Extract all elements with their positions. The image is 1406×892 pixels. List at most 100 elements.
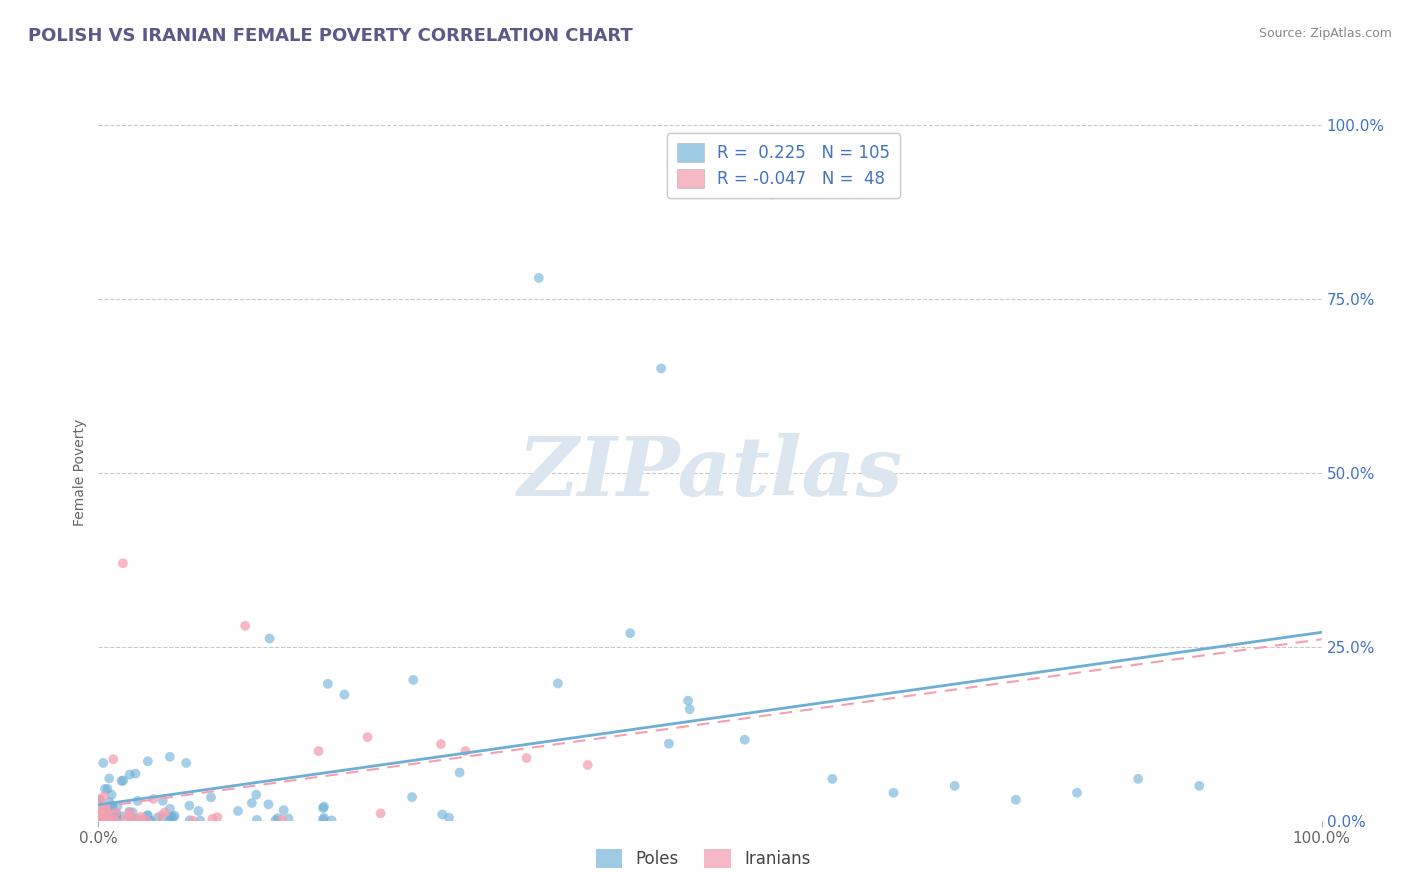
Point <box>127 812 149 826</box>
Point <box>201 812 224 826</box>
Point <box>430 737 453 751</box>
Point <box>89 807 111 822</box>
Point <box>240 796 263 810</box>
Point <box>658 737 681 751</box>
Point <box>432 807 454 822</box>
Point <box>91 808 114 822</box>
Text: Source: ZipAtlas.com: Source: ZipAtlas.com <box>1258 27 1392 40</box>
Text: ZIPatlas: ZIPatlas <box>517 433 903 513</box>
Point <box>93 807 115 822</box>
Point <box>136 808 159 822</box>
Point <box>103 813 125 827</box>
Point <box>90 806 112 821</box>
Point <box>90 793 112 807</box>
Point <box>152 811 174 825</box>
Point <box>259 632 281 646</box>
Point <box>91 814 114 828</box>
Point <box>90 802 112 816</box>
Point <box>96 814 118 828</box>
Point <box>515 751 537 765</box>
Point <box>356 730 378 744</box>
Legend: Poles, Iranians: Poles, Iranians <box>589 842 817 875</box>
Legend: R =  0.225   N = 105, R = -0.047   N =  48: R = 0.225 N = 105, R = -0.047 N = 48 <box>666 133 900 198</box>
Point <box>120 813 142 827</box>
Point <box>98 772 121 786</box>
Point <box>104 810 127 824</box>
Point <box>101 798 124 813</box>
Point <box>883 786 905 800</box>
Point <box>107 799 129 814</box>
Point <box>110 809 132 823</box>
Point <box>105 809 128 823</box>
Point <box>87 813 110 827</box>
Point <box>449 765 471 780</box>
Point <box>87 805 110 820</box>
Point <box>821 772 844 786</box>
Point <box>105 806 128 821</box>
Point <box>734 732 756 747</box>
Point <box>1066 786 1088 800</box>
Point <box>163 809 186 823</box>
Point <box>89 807 111 822</box>
Point <box>146 810 169 824</box>
Point <box>257 797 280 812</box>
Point <box>87 800 110 814</box>
Point <box>527 271 550 285</box>
Point <box>312 799 335 814</box>
Point <box>87 813 110 827</box>
Point <box>308 744 330 758</box>
Point <box>679 702 702 716</box>
Point <box>226 804 249 818</box>
Point <box>91 812 114 826</box>
Point <box>87 813 110 827</box>
Point <box>94 814 117 828</box>
Point <box>159 810 181 824</box>
Point <box>121 805 143 820</box>
Point <box>118 805 141 819</box>
Point <box>98 809 121 823</box>
Point <box>316 677 339 691</box>
Point <box>162 810 184 824</box>
Point <box>159 814 181 828</box>
Point <box>333 688 356 702</box>
Point <box>114 812 136 826</box>
Point <box>89 792 111 806</box>
Point <box>142 792 165 806</box>
Point <box>118 767 141 781</box>
Point <box>246 813 269 827</box>
Point <box>98 805 121 820</box>
Point <box>89 809 111 823</box>
Point <box>105 811 128 825</box>
Point <box>547 676 569 690</box>
Y-axis label: Female Poverty: Female Poverty <box>73 419 87 526</box>
Point <box>91 808 114 822</box>
Point <box>267 811 290 825</box>
Point <box>98 813 121 827</box>
Point <box>89 799 111 814</box>
Point <box>1188 779 1211 793</box>
Point <box>96 809 118 823</box>
Point <box>87 797 110 811</box>
Point <box>233 619 256 633</box>
Point <box>89 805 111 820</box>
Point <box>454 744 477 758</box>
Point <box>437 811 460 825</box>
Point <box>128 813 150 827</box>
Point <box>98 795 121 809</box>
Point <box>139 814 162 828</box>
Point <box>89 813 111 827</box>
Point <box>111 556 134 570</box>
Point <box>264 813 287 827</box>
Text: POLISH VS IRANIAN FEMALE POVERTY CORRELATION CHART: POLISH VS IRANIAN FEMALE POVERTY CORRELA… <box>28 27 633 45</box>
Point <box>312 813 335 827</box>
Point <box>91 756 114 770</box>
Point <box>321 814 343 828</box>
Point <box>87 805 110 819</box>
Point <box>136 808 159 822</box>
Point <box>159 802 181 816</box>
Point <box>312 811 335 825</box>
Point <box>129 810 152 824</box>
Point <box>96 812 118 826</box>
Point <box>277 812 299 826</box>
Point <box>103 814 125 828</box>
